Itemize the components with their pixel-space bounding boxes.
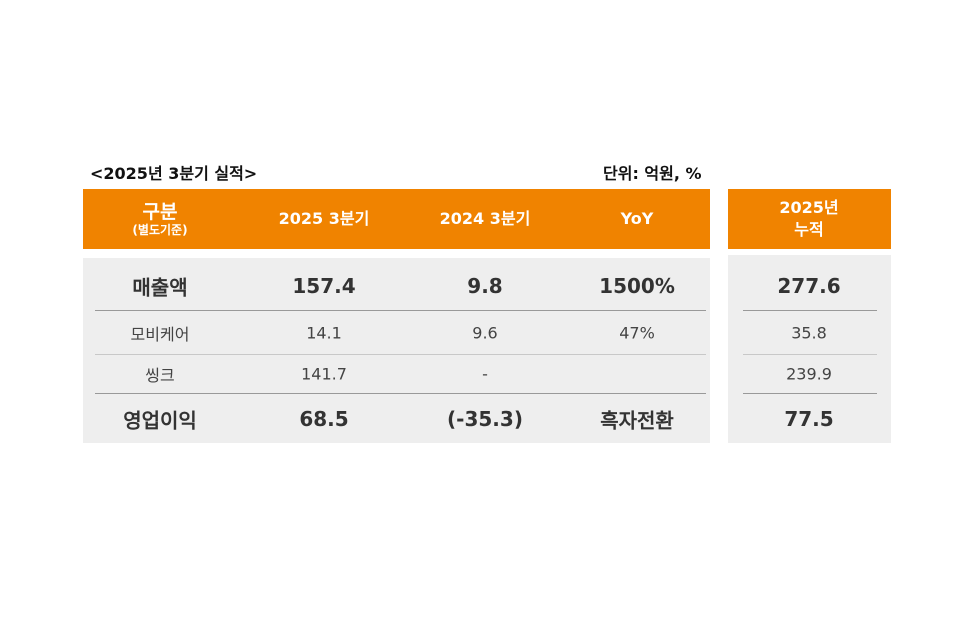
cell-value: 흑자전환 <box>600 408 674 433</box>
row-label-think: 씽크 <box>145 366 175 385</box>
cell-value: 35.8 <box>791 323 827 343</box>
header-cumulative-year: 2025년 <box>779 198 839 217</box>
row-label-revenue: 매출액 <box>132 275 188 300</box>
cumulative-body <box>728 255 891 443</box>
table-title: <2025년 3분기 실적> <box>90 164 258 183</box>
header-yoy: YoY <box>620 209 654 228</box>
cell-value: 68.5 <box>299 407 349 431</box>
row-label-operating-profit: 영업이익 <box>123 408 197 433</box>
cell-value: 157.4 <box>292 274 356 298</box>
cell-value: 77.5 <box>784 407 834 431</box>
cell-value: 239.9 <box>786 364 832 384</box>
cumulative-header <box>728 189 891 249</box>
cell-value: - <box>482 364 488 384</box>
header-cumulative-label: 누적 <box>794 220 824 239</box>
divider <box>95 310 706 311</box>
header-category-sub: (별도기준) <box>132 223 188 237</box>
cell-value: 9.8 <box>467 274 503 298</box>
row-label-mobicare: 모비케어 <box>130 325 190 344</box>
cell-value: 1500% <box>599 274 675 298</box>
header-cumulative: 2025년 누적 <box>779 197 838 241</box>
cell-value: 14.1 <box>306 323 342 343</box>
cell-value: 9.6 <box>472 323 498 343</box>
cell-value: 141.7 <box>301 364 347 384</box>
divider <box>743 310 877 311</box>
header-2024q3: 2024 3분기 <box>439 209 531 228</box>
header-category: 구분 (별도기준) <box>132 201 187 237</box>
cell-value: 277.6 <box>777 274 841 298</box>
cell-value: (-35.3) <box>447 407 523 431</box>
cell-value: 47% <box>619 323 655 343</box>
table-body <box>83 258 710 443</box>
table-header <box>83 189 710 249</box>
divider <box>743 393 877 394</box>
unit-label: 단위: 억원, % <box>603 164 702 183</box>
divider <box>743 354 877 355</box>
header-2025q3: 2025 3분기 <box>278 209 370 228</box>
header-category-label: 구분 <box>142 201 178 223</box>
divider <box>95 393 706 394</box>
divider <box>95 354 706 355</box>
